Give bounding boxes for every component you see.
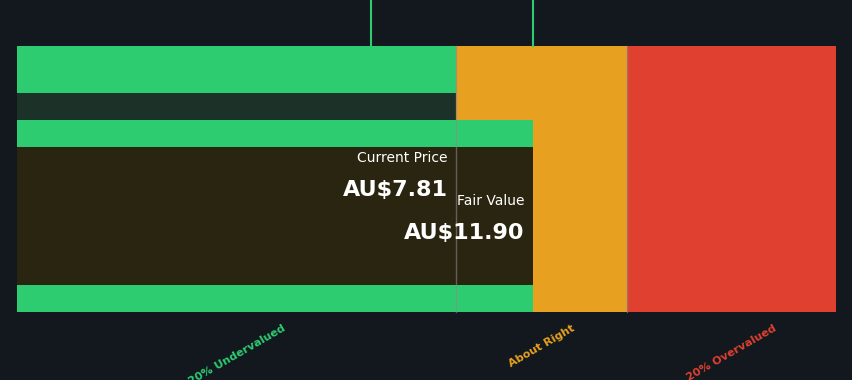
Text: About Right: About Right [506, 323, 576, 369]
Bar [17, 285, 532, 312]
Bar [17, 120, 532, 147]
Bar [17, 147, 532, 285]
Bar [456, 46, 626, 312]
Text: 20% Overvalued: 20% Overvalued [684, 323, 777, 380]
Text: Fair Value: Fair Value [457, 194, 524, 207]
Bar [17, 46, 456, 312]
Bar [626, 46, 835, 312]
Text: 20% Undervalued: 20% Undervalued [187, 323, 286, 380]
Text: AU$11.90: AU$11.90 [404, 223, 524, 243]
Text: AU$7.81: AU$7.81 [343, 180, 447, 200]
Bar [17, 67, 456, 93]
Bar [17, 93, 456, 253]
Text: Current Price: Current Price [357, 151, 447, 165]
Bar [17, 253, 456, 280]
